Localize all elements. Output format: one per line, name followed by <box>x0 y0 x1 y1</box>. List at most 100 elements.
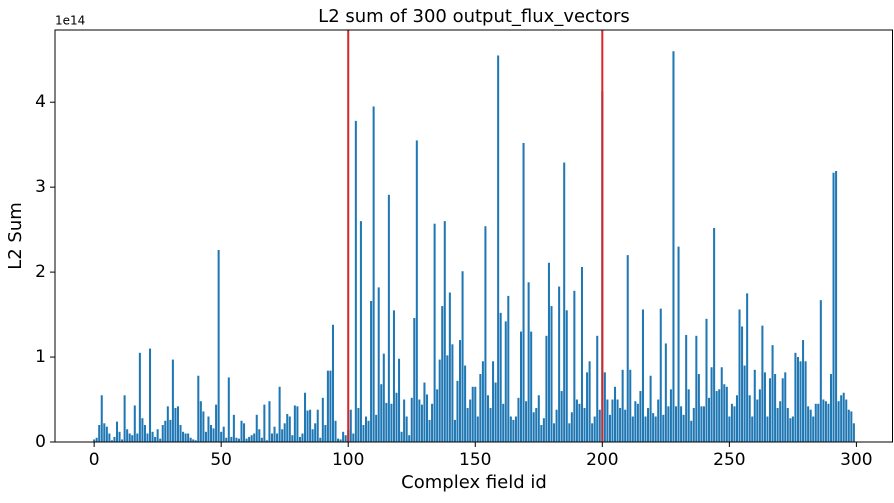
bar <box>436 389 439 442</box>
bar <box>385 402 388 442</box>
bar <box>636 403 639 442</box>
bar <box>542 418 545 442</box>
bar <box>766 416 769 442</box>
bar <box>184 433 187 442</box>
bar <box>260 437 263 442</box>
bar <box>771 345 774 442</box>
bar <box>593 416 596 442</box>
bar <box>339 439 342 442</box>
bar <box>560 391 563 442</box>
bar <box>265 440 268 442</box>
bar <box>814 403 817 442</box>
bar <box>794 352 797 442</box>
bar <box>377 287 380 442</box>
bar <box>222 426 225 442</box>
bar <box>715 391 718 442</box>
bar <box>331 324 334 442</box>
bar <box>390 403 393 442</box>
bar <box>723 384 726 442</box>
bar <box>337 438 340 442</box>
bar <box>428 419 431 442</box>
bar <box>133 405 136 442</box>
bar <box>451 344 454 442</box>
bar <box>555 409 558 442</box>
bar <box>532 412 535 442</box>
bar <box>669 389 672 442</box>
bar <box>306 410 309 442</box>
bar <box>98 425 101 442</box>
bar <box>573 290 576 442</box>
bar <box>568 423 571 442</box>
bar <box>687 389 690 442</box>
bar <box>380 384 383 442</box>
bar <box>519 331 523 442</box>
bar <box>258 429 261 442</box>
bar <box>192 439 195 442</box>
bar <box>415 140 418 442</box>
bar <box>481 361 484 442</box>
bar <box>621 369 624 442</box>
bar <box>537 395 540 442</box>
bar <box>207 416 210 442</box>
bar <box>802 340 805 442</box>
bar <box>443 221 446 442</box>
bar <box>225 437 228 442</box>
bar <box>108 433 111 442</box>
bar <box>786 408 789 442</box>
bar <box>230 436 233 442</box>
bar <box>743 365 746 442</box>
bar <box>263 404 266 442</box>
bar <box>547 262 550 442</box>
bar <box>634 401 637 442</box>
bar <box>286 413 289 442</box>
bar <box>840 395 843 442</box>
bar <box>128 433 131 442</box>
bar <box>514 416 517 442</box>
bar <box>550 306 553 442</box>
bar <box>807 406 810 442</box>
bar <box>746 293 749 442</box>
bar <box>194 440 197 442</box>
bar <box>504 321 507 442</box>
bar <box>713 227 716 442</box>
bar <box>398 358 401 442</box>
bar <box>209 425 213 442</box>
bar <box>469 399 472 442</box>
bar <box>245 438 248 442</box>
bar <box>758 389 761 442</box>
bar <box>243 423 246 442</box>
bar <box>540 425 543 442</box>
bar <box>494 382 497 442</box>
x-tick-label: 150 <box>459 450 491 470</box>
bar <box>240 420 243 442</box>
bar <box>738 309 741 442</box>
bar <box>146 433 149 442</box>
y-tick-label: 2 <box>35 262 46 282</box>
bar <box>852 423 855 442</box>
bar <box>372 106 375 442</box>
bar <box>344 435 347 442</box>
bar <box>395 392 398 442</box>
bar <box>461 271 464 442</box>
bar <box>512 419 515 442</box>
bar <box>832 172 835 442</box>
bar <box>545 335 548 442</box>
bar <box>281 429 284 442</box>
bar <box>199 401 202 442</box>
bar <box>410 397 413 442</box>
bar <box>575 399 578 442</box>
bar <box>692 408 695 442</box>
bar <box>400 431 403 442</box>
bar <box>250 435 253 442</box>
y-axis-label: L2 Sum <box>5 202 26 270</box>
y-tick-label: 3 <box>35 177 46 197</box>
bar <box>769 378 772 442</box>
bar <box>174 408 177 442</box>
bar <box>677 246 680 442</box>
bar <box>779 401 782 442</box>
bar <box>141 418 144 442</box>
bar <box>316 409 319 442</box>
bar <box>296 406 299 442</box>
bar <box>187 433 190 442</box>
bar <box>105 426 108 442</box>
